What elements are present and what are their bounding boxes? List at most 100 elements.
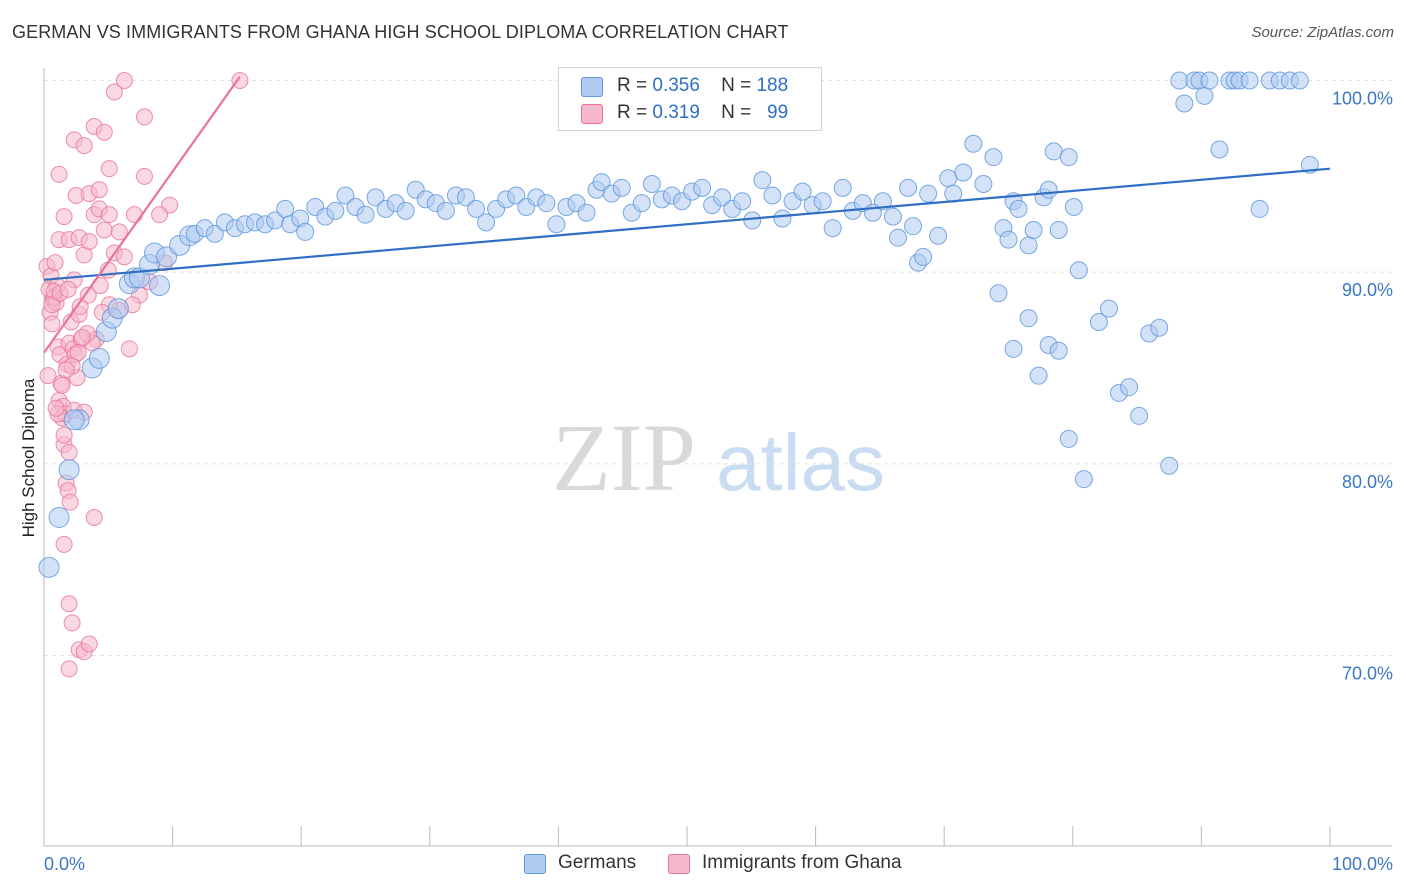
data-point: [1049, 221, 1068, 239]
legend-n-value: 99: [767, 102, 789, 123]
data-point: [326, 201, 345, 220]
legend-n-label: N =: [721, 75, 752, 96]
data-points: [38, 71, 1319, 678]
data-point: [733, 192, 752, 211]
data-point: [1175, 94, 1194, 113]
data-point: [1290, 71, 1309, 90]
data-point: [1210, 140, 1229, 159]
series-ghana: [38, 72, 249, 678]
watermark-zip: ZIP: [552, 404, 696, 511]
data-point: [989, 284, 1008, 303]
watermark: ZIP atlas: [552, 404, 885, 511]
data-point: [75, 137, 93, 155]
data-point: [276, 199, 295, 218]
data-point: [53, 376, 71, 394]
chart-title: GERMAN VS IMMIGRANTS FROM GHANA HIGH SCH…: [12, 22, 789, 42]
data-point: [1200, 71, 1219, 90]
data-point: [1195, 86, 1214, 105]
data-point: [456, 188, 475, 207]
watermark-atlas: atlas: [716, 418, 885, 507]
data-point: [823, 219, 842, 238]
data-point: [1064, 198, 1083, 216]
data-point: [95, 221, 113, 239]
data-point: [100, 160, 118, 178]
data-point: [1024, 221, 1043, 239]
y-tick-label: 90.0%: [1342, 280, 1393, 300]
data-point: [537, 194, 556, 213]
trend-line-ghana: [43, 76, 241, 354]
data-point: [105, 83, 123, 101]
data-point: [43, 296, 61, 314]
data-point: [396, 201, 415, 220]
data-point: [883, 207, 902, 226]
data-point: [753, 171, 772, 190]
data-point: [1039, 180, 1058, 199]
data-point: [151, 206, 169, 224]
data-point: [547, 215, 566, 234]
data-point: [632, 194, 651, 213]
data-point: [974, 175, 993, 193]
data-point: [80, 635, 98, 653]
legend-label-ghana: Immigrants from Ghana: [702, 852, 902, 873]
data-point: [135, 108, 153, 126]
y-tick-label: 80.0%: [1342, 472, 1393, 492]
data-point: [693, 178, 712, 197]
data-point: [71, 298, 89, 316]
data-point: [507, 186, 526, 205]
data-point: [205, 224, 224, 243]
data-point: [1130, 406, 1149, 425]
data-point: [919, 184, 938, 203]
legend-r-label: R =: [617, 75, 648, 96]
data-point: [115, 248, 133, 266]
legend-r-label: R =: [617, 102, 648, 123]
data-point: [115, 72, 133, 89]
data-point: [1049, 341, 1068, 360]
legend-swatch-germans: [581, 77, 603, 97]
data-point: [90, 181, 108, 199]
data-point: [888, 228, 907, 247]
data-point: [1120, 378, 1139, 397]
data-point: [125, 206, 143, 224]
legend-r-value: 0.356: [652, 75, 700, 96]
data-point: [39, 367, 57, 385]
data-point: [1019, 236, 1038, 255]
data-point: [95, 123, 113, 141]
x-tick-label: 0.0%: [44, 854, 85, 874]
data-point: [135, 167, 153, 185]
data-point: [577, 203, 596, 222]
data-point: [833, 178, 852, 197]
data-point: [73, 328, 91, 346]
data-point: [55, 208, 73, 226]
data-point: [713, 188, 732, 207]
data-point: [743, 211, 762, 230]
data-point: [1029, 366, 1048, 385]
data-point: [1004, 339, 1023, 358]
chart-source: Source: ZipAtlas.com: [1251, 24, 1394, 41]
legend-n-label: N =: [721, 102, 752, 123]
data-point: [63, 409, 85, 431]
data-point: [63, 614, 81, 632]
data-point: [773, 209, 792, 228]
data-point: [60, 660, 78, 678]
data-point: [944, 184, 963, 203]
data-point: [954, 163, 973, 182]
data-point: [873, 192, 892, 211]
data-point: [467, 199, 486, 218]
axes: [43, 68, 1392, 847]
data-point: [88, 347, 110, 369]
y-axis-label: High School Diploma: [19, 378, 38, 537]
data-point: [50, 165, 68, 183]
data-point: [107, 298, 129, 320]
data-point: [904, 217, 923, 236]
y-tick-labels: 100.0% 90.0% 80.0% 70.0%: [1332, 89, 1393, 684]
data-point: [642, 175, 661, 193]
x-tick-labels: 0.0% 100.0%: [44, 854, 1393, 874]
legend-r-value: 0.319: [652, 102, 700, 123]
data-point: [1009, 199, 1028, 218]
data-point: [47, 399, 65, 417]
data-point: [1170, 71, 1189, 90]
correlation-legend: R = 0.356 N = 188 R = 0.319 N = 99: [558, 67, 822, 131]
data-point: [984, 148, 1003, 167]
data-point: [1240, 71, 1259, 90]
